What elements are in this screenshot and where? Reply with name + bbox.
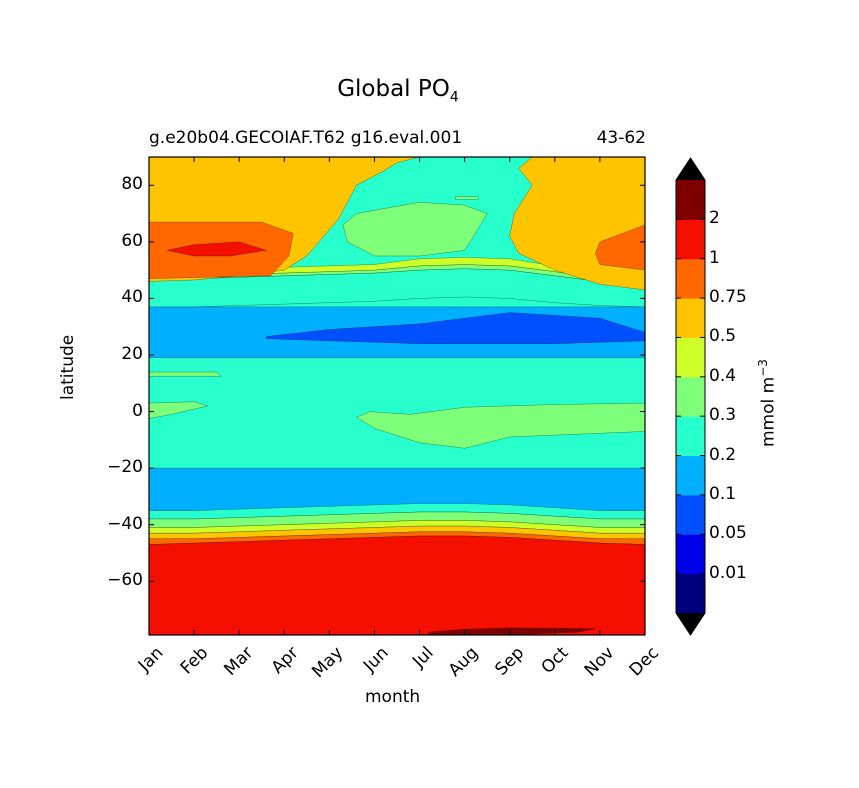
colorbar-segment: [676, 534, 705, 575]
y-tick-label: 40: [121, 287, 143, 308]
colorbar-tick-label: 0.2: [709, 444, 737, 465]
contour-patch-north-1: [166, 241, 267, 257]
colorbar-extend-bottom: [676, 613, 705, 635]
colorbar-outline: [675, 157, 706, 636]
contour-band-south-1: [149, 535, 645, 635]
colorbar-tick-label: 0.3: [709, 405, 737, 426]
colorbar-tick-label: 0.5: [709, 326, 737, 347]
x-axis-label: month: [365, 687, 421, 707]
colorbar-tick-label: 2: [709, 208, 720, 229]
colorbar-tick-label: 1: [709, 247, 720, 268]
contour-band-north-0.4: [149, 257, 645, 281]
y-tick-label: 0: [132, 400, 143, 421]
colorbar-segment: [676, 258, 705, 299]
subtitle-right: 43-62: [596, 128, 646, 148]
colorbar-extend-top: [676, 158, 705, 180]
y-tick-label: −20: [107, 457, 143, 478]
colorbar-segment: [676, 376, 705, 417]
colorbar-segment: [676, 180, 705, 220]
chart-title: Global PO4: [337, 76, 459, 106]
axis-ticks: [148, 157, 646, 635]
y-tick-label: 60: [121, 230, 143, 251]
colorbar-segment: [676, 219, 705, 260]
colorbar-tick-label: 0.01: [709, 562, 747, 583]
contour-patch-trop-0.3b: [149, 401, 209, 419]
contour-patch-north-0.3-small: [455, 196, 479, 200]
y-axis-label: latitude: [58, 334, 78, 400]
colorbar-tick-label: 0.1: [709, 483, 737, 504]
colorbar-tick-label: 0.05: [709, 523, 747, 544]
contour-patch-north-0.05: [266, 312, 645, 344]
y-tick-label: 20: [121, 343, 143, 364]
subtitle-left: g.e20b04.GECOIAF.T62 g16.eval.001: [149, 128, 463, 148]
colorbar-tick-label: 0.75: [709, 287, 747, 308]
colorbar-segment: [676, 573, 705, 614]
y-tick-label: −60: [107, 570, 143, 591]
colorbar-segment: [676, 337, 705, 378]
contour-patch-trop-0.3a: [149, 371, 222, 377]
contour-patch-north-0.3-hl: [342, 202, 488, 257]
colorbar-segment: [676, 494, 705, 535]
contour-field: [149, 157, 645, 635]
plot-frame: [148, 156, 646, 636]
colorbar-segment: [676, 455, 705, 496]
colorbar: [675, 157, 706, 636]
y-tick-label: −40: [107, 513, 143, 534]
contour-patch-eq-0.3: [355, 402, 645, 449]
colorbar-tick-label: 0.4: [709, 365, 737, 386]
contour-patch-north-0.75-east: [595, 224, 645, 271]
y-tick-label: 80: [121, 174, 143, 195]
colorbar-segment: [676, 416, 705, 457]
colorbar-label: mmol m−3: [756, 359, 779, 447]
contour-patch-south-2: [428, 627, 596, 635]
colorbar-segment: [676, 298, 705, 338]
